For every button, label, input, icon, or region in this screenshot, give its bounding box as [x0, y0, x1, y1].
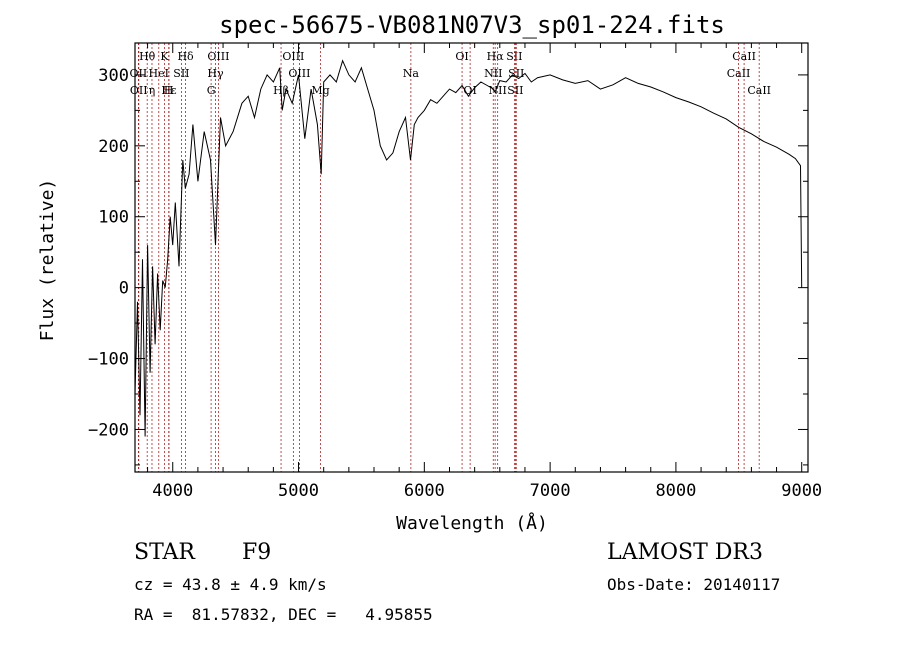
- spectral-line-label-5: HeI: [149, 67, 169, 80]
- spectral-line-label-4: Hε: [161, 84, 177, 97]
- y-tick-label: 200: [98, 137, 129, 157]
- spectral-line-label-23: SII: [506, 50, 522, 63]
- spectral-line-label-16: Mg: [311, 84, 329, 97]
- spectral-line-label-0: Hθ: [139, 50, 156, 63]
- x-tick-label: 6000: [404, 481, 445, 501]
- x-tick-label: 5000: [278, 481, 319, 501]
- observation-date: Obs-Date: 20140117: [607, 575, 781, 594]
- y-tick-label: 100: [98, 208, 129, 228]
- spectral-line-label-1: OII: [130, 67, 148, 80]
- y-tick-label: 0: [119, 279, 129, 299]
- spectral-line-label-12: G: [207, 84, 216, 97]
- spectral-line-label-8: H: [164, 84, 174, 97]
- spectral-line-label-11: Hγ: [207, 67, 224, 80]
- redshift-cz: cz = 43.8 ± 4.9 km/s: [134, 575, 327, 594]
- spectral-line-label-18: OI: [455, 50, 468, 63]
- spectral-line-label-17: Na: [403, 67, 420, 80]
- flux-line: [134, 59, 803, 437]
- spectral-line-label-26: CaII: [732, 50, 756, 63]
- spectral-line-label-13: OIII: [282, 50, 304, 63]
- object-class: STAR: [134, 540, 195, 565]
- x-tick-label: 9000: [781, 481, 822, 501]
- spectral-line-label-14: OIII: [288, 67, 310, 80]
- coordinates: RA = 81.57832, DEC = 4.95855: [134, 605, 433, 624]
- y-tick-label: −200: [88, 420, 129, 440]
- y-tick-label: −100: [88, 350, 129, 370]
- x-axis-label: Wavelength (Å): [396, 512, 548, 534]
- spectral-line-label-10: OIII: [207, 50, 229, 63]
- spectral-line-label-9: Hδ: [177, 50, 194, 63]
- spectral-subclass: F9: [242, 540, 272, 565]
- spectral-line-label-7: SII: [173, 67, 189, 80]
- spectral-line-label-20: Hα: [487, 50, 505, 63]
- spectral-line-label-6: η: [149, 84, 156, 97]
- x-tick-label: 4000: [152, 481, 193, 501]
- x-tick-label: 7000: [530, 481, 571, 501]
- spectral-line-label-21: NII: [484, 67, 502, 80]
- spectral-line-label-3: K: [160, 50, 169, 63]
- spectral-line-label-27: CaII: [727, 67, 751, 80]
- y-tick-label: 300: [98, 66, 129, 86]
- spectral-line-label-25: SII: [507, 84, 523, 97]
- plot-frame: [134, 42, 809, 473]
- spectral-line-label-22: NII: [489, 84, 507, 97]
- survey-name: LAMOST DR3: [607, 540, 763, 565]
- x-tick-label: 8000: [655, 481, 696, 501]
- spectral-line-label-28: CaII: [747, 84, 771, 97]
- spectral-line-label-24: SII: [508, 67, 524, 80]
- axis-ticks: 4000 5000 6000 7000 8000 9000 −200 −100 0 100 200 3…: [88, 43, 822, 501]
- chart-title: spec-56675-VB081N07V3_sp01-224.fits: [219, 11, 725, 39]
- flux-series: [134, 59, 803, 437]
- y-axis-label: Flux (relative): [37, 179, 58, 342]
- spectral-line-label-2: OII: [130, 84, 148, 97]
